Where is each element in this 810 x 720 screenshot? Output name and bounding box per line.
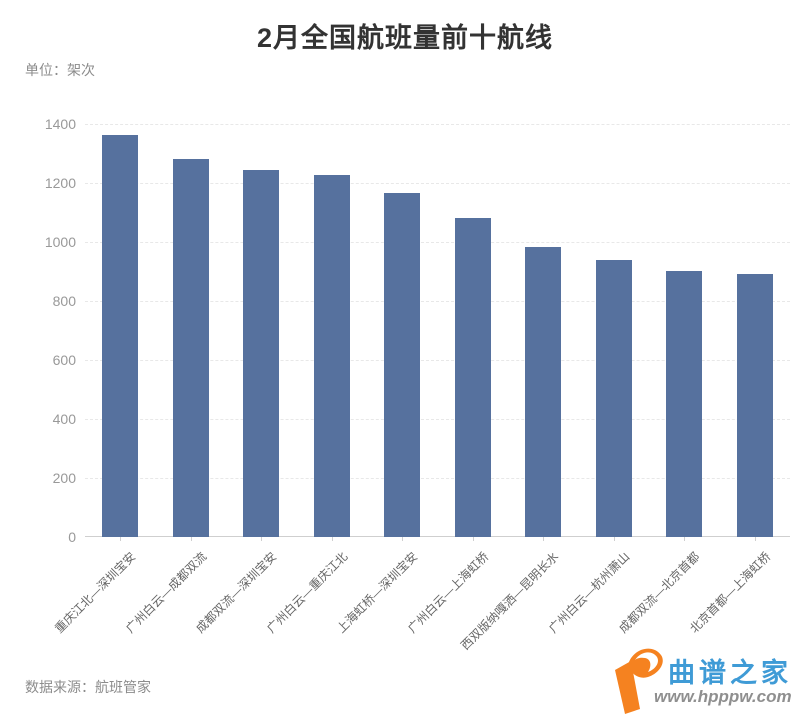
- y-tick-label: 1400: [44, 116, 76, 132]
- bar: [384, 192, 421, 537]
- y-tick-label: 0: [68, 529, 76, 545]
- grid-line: [85, 183, 790, 184]
- grid-line: [85, 360, 790, 361]
- bar: [595, 259, 632, 537]
- x-tick: [261, 537, 263, 541]
- unit-label: 单位：架次: [25, 62, 95, 78]
- x-tick: [472, 537, 474, 541]
- y-tick-label: 1000: [44, 234, 76, 250]
- x-tick: [754, 537, 756, 541]
- brand-name: 曲谱之家: [668, 658, 792, 688]
- bar: [243, 170, 280, 537]
- brand-url: www.hpppw.com: [654, 687, 792, 706]
- brand-logo-icon: [602, 643, 666, 720]
- chart-title: 2月全国航班量前十航线: [256, 23, 554, 53]
- x-tick: [331, 537, 333, 541]
- bar: [313, 175, 350, 537]
- grid-line: [85, 478, 790, 479]
- grid-line: [85, 419, 790, 420]
- y-tick-label: 600: [52, 352, 76, 368]
- y-tick-label: 800: [52, 293, 76, 309]
- y-tick-label: 1200: [44, 175, 76, 191]
- y-tick-label: 400: [52, 411, 76, 427]
- x-tick: [120, 537, 122, 541]
- x-tick: [402, 537, 404, 541]
- bar: [525, 246, 562, 537]
- bar: [736, 273, 773, 537]
- bar: [666, 270, 703, 537]
- x-tick: [190, 537, 192, 541]
- source-label: 数据来源：航班管家: [25, 679, 151, 695]
- plot-area: [85, 124, 790, 537]
- x-axis-line: [85, 536, 790, 537]
- x-tick: [684, 537, 686, 541]
- y-tick-label: 200: [52, 470, 76, 486]
- watermark: 曲谱之家 www.hpppw.com: [602, 641, 802, 717]
- grid-line: [85, 124, 790, 125]
- grid-line: [85, 301, 790, 302]
- x-tick: [613, 537, 615, 541]
- grid-line: [85, 242, 790, 243]
- bar: [454, 218, 491, 537]
- bar: [102, 135, 139, 537]
- bar: [172, 159, 209, 537]
- x-tick: [543, 537, 545, 541]
